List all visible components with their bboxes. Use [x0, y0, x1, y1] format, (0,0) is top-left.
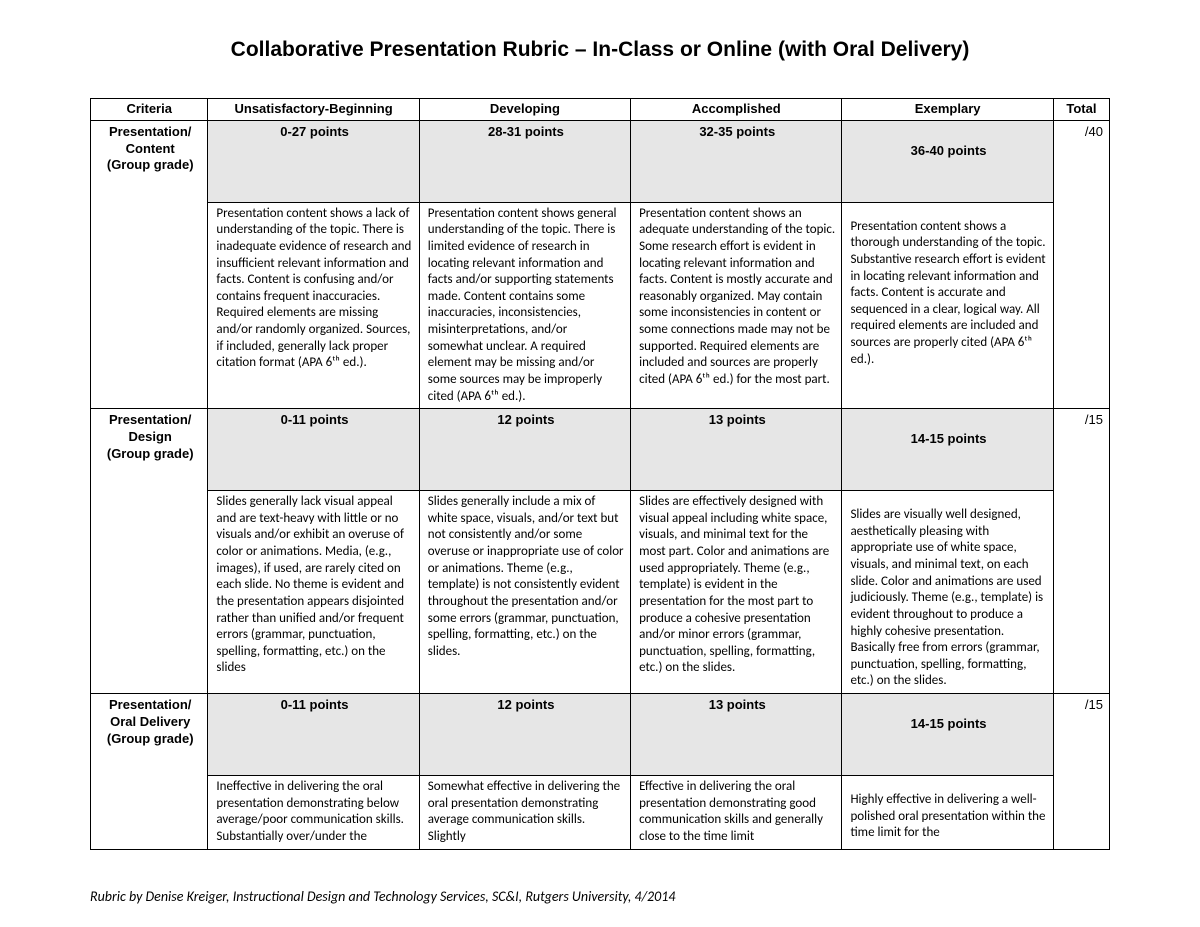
table-row: Presentation content shows a lack of und… [91, 202, 1110, 409]
points-cell: 28-31 points [419, 120, 630, 202]
points-cell: 0-27 points [208, 120, 419, 202]
col-level-2: Developing [419, 99, 630, 121]
description-cell: Ineffective in delivering the oral prese… [208, 776, 419, 850]
rubric-table: Criteria Unsatisfactory-Beginning Develo… [90, 98, 1110, 850]
total-cell: /15 [1053, 409, 1109, 694]
description-cell: Presentation content shows an adequate u… [631, 202, 842, 409]
table-row: Presentation/Content(Group grade)0-27 po… [91, 120, 1110, 202]
points-cell: 14-15 points [842, 409, 1053, 491]
description-cell: Highly effective in delivering a well-po… [842, 776, 1053, 850]
col-total: Total [1053, 99, 1109, 121]
description-cell: Slides generally include a mix of white … [419, 491, 630, 694]
description-cell: Somewhat effective in delivering the ora… [419, 776, 630, 850]
points-cell: 36-40 points [842, 120, 1053, 202]
footer-attribution: Rubric by Denise Kreiger, Instructional … [90, 888, 1110, 905]
table-body: Presentation/Content(Group grade)0-27 po… [91, 120, 1110, 849]
total-cell: /15 [1053, 694, 1109, 850]
description-cell: Effective in delivering the oral present… [631, 776, 842, 850]
description-cell: Presentation content shows general under… [419, 202, 630, 409]
col-criteria: Criteria [91, 99, 208, 121]
col-level-3: Accomplished [631, 99, 842, 121]
table-row: Ineffective in delivering the oral prese… [91, 776, 1110, 850]
description-cell: Presentation content shows a thorough un… [842, 202, 1053, 409]
total-cell: /40 [1053, 120, 1109, 409]
description-cell: Slides are visually well designed, aesth… [842, 491, 1053, 694]
col-level-4: Exemplary [842, 99, 1053, 121]
points-cell: 13 points [631, 409, 842, 491]
points-cell: 0-11 points [208, 694, 419, 776]
points-cell: 0-11 points [208, 409, 419, 491]
criteria-cell: Presentation/Oral Delivery(Group grade) [91, 694, 208, 850]
description-cell: Presentation content shows a lack of und… [208, 202, 419, 409]
criteria-cell: Presentation/Content(Group grade) [91, 120, 208, 409]
criteria-cell: Presentation/Design(Group grade) [91, 409, 208, 694]
points-cell: 12 points [419, 409, 630, 491]
table-row: Slides generally lack visual appeal and … [91, 491, 1110, 694]
page-title: Collaborative Presentation Rubric – In-C… [90, 38, 1110, 62]
points-cell: 13 points [631, 694, 842, 776]
description-cell: Slides are effectively designed with vis… [631, 491, 842, 694]
col-level-1: Unsatisfactory-Beginning [208, 99, 419, 121]
table-row: Presentation/Oral Delivery(Group grade)0… [91, 694, 1110, 776]
points-cell: 14-15 points [842, 694, 1053, 776]
description-cell: Slides generally lack visual appeal and … [208, 491, 419, 694]
page: Collaborative Presentation Rubric – In-C… [0, 0, 1200, 927]
table-row: Presentation/Design(Group grade)0-11 poi… [91, 409, 1110, 491]
points-cell: 12 points [419, 694, 630, 776]
table-header: Criteria Unsatisfactory-Beginning Develo… [91, 99, 1110, 121]
points-cell: 32-35 points [631, 120, 842, 202]
